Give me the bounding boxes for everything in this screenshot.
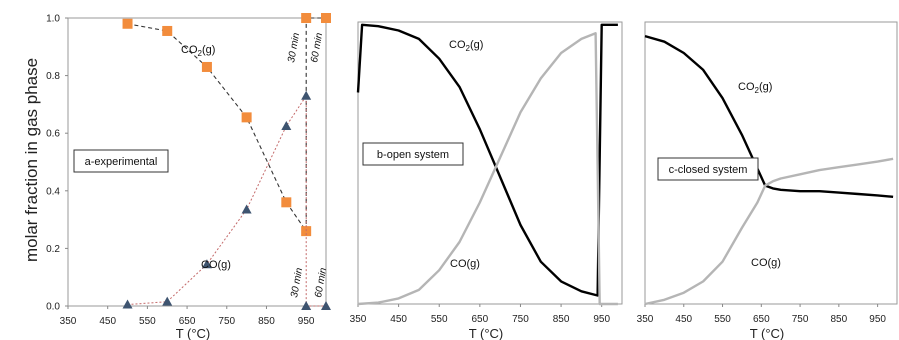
plot-frame xyxy=(644,21,898,305)
x-tick-label: 350 xyxy=(60,316,77,327)
co2-data-point xyxy=(201,61,212,72)
panel-label-box xyxy=(362,142,464,166)
co2-data-point xyxy=(162,25,173,36)
panel-b-open-system: 350 450 550 650 750 850 950 T (°C) CO2(g) CO(g) b-… xyxy=(350,21,623,340)
panel-label: a-experimental xyxy=(85,156,158,168)
x-tick-label: 650 xyxy=(472,314,489,325)
series-line-co2 xyxy=(127,17,326,232)
series-line-co xyxy=(127,95,326,307)
y-tick-label: 0.0 xyxy=(46,302,60,313)
panel-label-box xyxy=(73,149,169,173)
series-label-co: CO(g) xyxy=(201,259,231,271)
co-data-point xyxy=(241,204,252,214)
x-tick-label: 550 xyxy=(714,314,731,325)
x-tick-label: 750 xyxy=(218,316,235,327)
co2-data-point xyxy=(301,13,312,23)
y-tick-label: 0.2 xyxy=(46,244,60,255)
x-tick-label: 650 xyxy=(753,314,770,325)
co-data-point xyxy=(281,121,292,130)
co2-data-point xyxy=(321,13,331,23)
x-tick-label: 850 xyxy=(553,314,570,325)
co-data-point xyxy=(122,299,133,309)
x-tick-label: 750 xyxy=(792,314,809,325)
co-data-point xyxy=(321,301,331,310)
series-line-co xyxy=(357,32,618,306)
x-tick-label: 550 xyxy=(139,316,156,327)
y-tick-label: 0.8 xyxy=(46,71,60,82)
time-annotation: 60 min xyxy=(313,267,329,299)
series-label-co2: CO2(g) xyxy=(181,44,215,58)
panel-label: b-open system xyxy=(377,149,449,161)
x-tick-label: 550 xyxy=(431,314,448,325)
series-label-co2: CO2(g) xyxy=(738,81,772,95)
panel-label: c-closed system xyxy=(669,164,748,176)
co-data-point xyxy=(301,301,312,310)
series-line-co xyxy=(644,157,894,306)
co2-data-point xyxy=(122,18,133,29)
time-annotation: 30 min xyxy=(286,32,302,64)
co-data-point xyxy=(301,90,312,100)
x-tick-label: 450 xyxy=(675,314,692,325)
x-tick-label: 350 xyxy=(637,314,654,325)
x-tick-label: 350 xyxy=(350,314,367,325)
x-tick-label: 850 xyxy=(258,316,275,327)
x-tick-label: 950 xyxy=(298,316,315,327)
x-tick-label: 450 xyxy=(390,314,407,325)
y-axis-label: molar fraction in gas phase xyxy=(22,58,41,262)
y-tick-label: 0.6 xyxy=(46,129,60,140)
time-annotation: 60 min xyxy=(309,32,325,64)
plot-frame xyxy=(67,17,327,307)
x-axis-label: T (°C) xyxy=(750,326,785,340)
x-tick-label: 850 xyxy=(831,314,848,325)
x-axis-label: T (°C) xyxy=(176,326,211,340)
panel-c-closed-system: 350 450 550 650 750 850 950 T (°C) CO2(g) CO(g) c-… xyxy=(637,21,898,340)
series-label-co: CO(g) xyxy=(450,258,480,270)
co-data-point xyxy=(162,296,173,306)
time-annotation: 30 min xyxy=(289,267,305,299)
co2-data-point xyxy=(281,197,292,208)
y-tick-label: 0.4 xyxy=(46,186,60,197)
y-tick-label: 1.0 xyxy=(46,14,60,25)
x-tick-label: 650 xyxy=(179,316,196,327)
panel-a-experimental: 350 450 550 650 750 850 950 0.0 0.2 0.4 0.6 0.8 1.0 T… xyxy=(46,13,331,340)
plot-frame xyxy=(357,21,623,305)
panel-label-box xyxy=(657,157,759,181)
co-data-point xyxy=(201,259,212,269)
series-label-co: CO(g) xyxy=(751,257,781,269)
series-label-co2: CO2(g) xyxy=(449,39,483,53)
x-tick-label: 950 xyxy=(869,314,886,325)
x-axis-label: T (°C) xyxy=(469,326,504,340)
x-tick-label: 750 xyxy=(512,314,529,325)
co2-data-point xyxy=(241,112,252,123)
series-line-co2 xyxy=(644,34,894,198)
x-tick-label: 950 xyxy=(593,314,610,325)
x-tick-label: 450 xyxy=(99,316,116,327)
